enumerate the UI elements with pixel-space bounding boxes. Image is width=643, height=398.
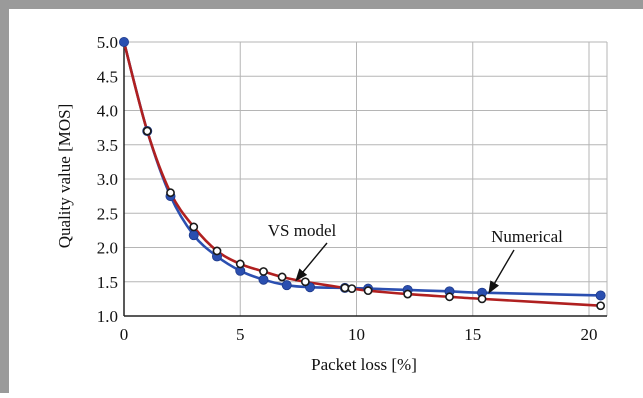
- point-numerical: [258, 274, 269, 285]
- point-vs-model: [477, 294, 487, 304]
- y-tick-label: 5.0: [97, 33, 118, 52]
- series-line-vs-model: [122, 41, 601, 308]
- y-axis-label: Quality value [MOS]: [55, 104, 74, 248]
- point-vs-model: [142, 126, 152, 136]
- x-tick-label: 5: [236, 325, 245, 344]
- y-tick-label: 4.5: [97, 67, 118, 86]
- point-vs-model: [166, 188, 175, 198]
- frame-top-bar: [0, 0, 643, 9]
- x-tick-label: 20: [581, 325, 598, 344]
- point-numerical: [119, 37, 130, 48]
- point-vs-model: [277, 272, 287, 282]
- point-vs-model: [363, 286, 373, 296]
- point-vs-model: [596, 301, 606, 311]
- y-tick-label: 3.5: [97, 136, 118, 155]
- x-tick-label: 10: [348, 325, 365, 344]
- point-numerical: [595, 290, 606, 301]
- point-vs-model: [235, 259, 245, 269]
- point-numerical: [188, 230, 199, 241]
- series-points: [119, 37, 606, 311]
- y-tick-label: 2.5: [97, 204, 118, 223]
- annotations: VS model Numerical: [268, 221, 563, 294]
- x-tick-label: 0: [120, 325, 129, 344]
- point-numerical: [281, 280, 292, 291]
- point-vs-model: [445, 292, 454, 302]
- annotation-label: VS model: [268, 221, 337, 240]
- y-tick-label: 1.0: [97, 307, 118, 326]
- annotation-arrow: [295, 242, 328, 282]
- tick-labels: 1.0 1.5 2.0 2.5 3.0 3.5 4.0 4.5 5.0 0 5 10 15 20: [97, 33, 598, 344]
- point-vs-model: [347, 284, 357, 293]
- point-vs-model: [403, 289, 413, 299]
- y-tick-label: 4.0: [97, 102, 118, 121]
- y-tick-label: 2.0: [97, 239, 118, 258]
- grid: [123, 41, 608, 317]
- axes: [123, 42, 607, 317]
- series-line-numerical: [122, 41, 601, 297]
- point-vs-model: [259, 267, 268, 276]
- point-vs-model: [212, 246, 222, 256]
- y-tick-label: 3.0: [97, 170, 118, 189]
- frame-left-bar: [0, 0, 9, 393]
- annotation-arrow: [488, 249, 515, 294]
- point-vs-model: [340, 283, 350, 293]
- annotation-label: Numerical: [491, 227, 563, 246]
- point-vs-model: [189, 222, 199, 232]
- y-tick-label: 1.5: [97, 273, 118, 292]
- x-axis-label: Packet loss [%]: [311, 355, 417, 374]
- point-vs-model: [300, 277, 310, 287]
- series-lines: [122, 41, 601, 308]
- x-tick-label: 15: [464, 325, 481, 344]
